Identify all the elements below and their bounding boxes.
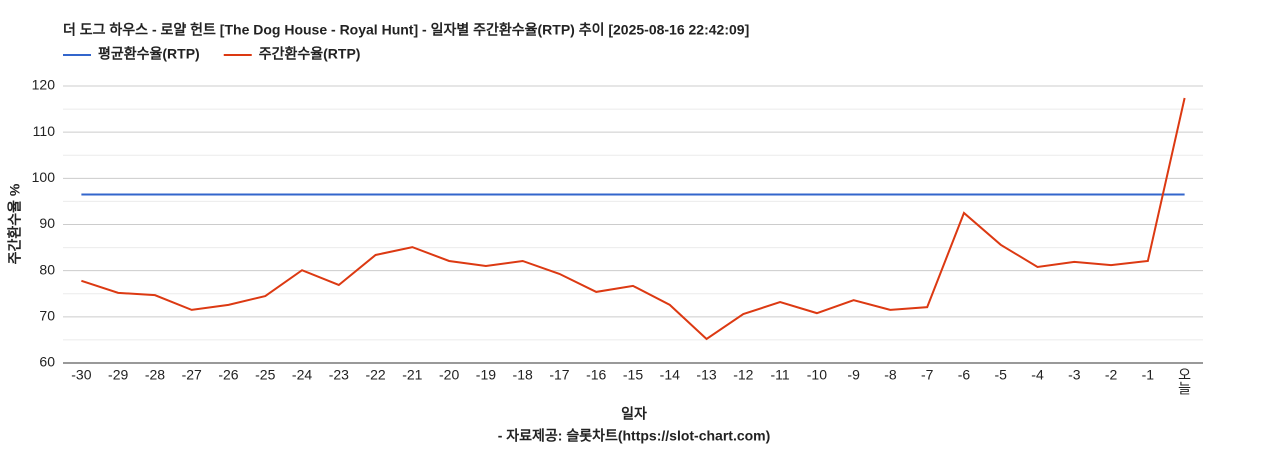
x-tick-label: -25 xyxy=(255,367,275,383)
x-tick-label: -17 xyxy=(549,367,569,383)
x-tick-label: -13 xyxy=(696,367,716,383)
legend-label: 주간환수율(RTP) xyxy=(259,46,361,62)
x-tick-label: -23 xyxy=(329,367,349,383)
legend-label: 평균환수율(RTP) xyxy=(98,46,200,62)
x-tick-label: -18 xyxy=(513,367,533,383)
source: - 자료제공: 슬롯차트(https://slot-chart.com) xyxy=(498,428,771,444)
y-tick-label: 70 xyxy=(39,308,55,324)
y-axis-label: 주간환수율 % xyxy=(7,183,23,264)
y-tick-label: 80 xyxy=(39,261,55,277)
x-tick-label: -28 xyxy=(145,367,165,383)
x-tick-label: 오늘 xyxy=(1177,367,1193,395)
x-tick-label: -12 xyxy=(733,367,753,383)
x-tick-label: -14 xyxy=(660,367,680,383)
line-series xyxy=(81,97,1186,341)
x-tick-label: -1 xyxy=(1142,367,1155,383)
x-tick-label: -9 xyxy=(847,367,860,383)
x-tick-label: -2 xyxy=(1105,367,1118,383)
x-tick-label: -4 xyxy=(1031,367,1044,383)
y-tick-label: 110 xyxy=(33,123,56,139)
x-tick-label: -29 xyxy=(108,367,128,383)
x-tick-label: -16 xyxy=(586,367,606,383)
x-tick-label: -30 xyxy=(71,367,91,383)
y-tick-label: 90 xyxy=(39,215,55,231)
x-tick-label: -8 xyxy=(884,367,897,383)
x-tick-label: -26 xyxy=(218,367,238,383)
x-tick-label: -7 xyxy=(921,367,934,383)
x-tick-label: -10 xyxy=(807,367,827,383)
x-axis-label: 일자 xyxy=(621,406,647,422)
x-tick-label: -24 xyxy=(292,367,312,383)
x-tick-label: -6 xyxy=(958,367,971,383)
x-tick-label: -11 xyxy=(770,367,789,383)
x-tick-label: -3 xyxy=(1068,367,1081,383)
x-tick-label: -27 xyxy=(182,367,202,383)
y-tick-label: 120 xyxy=(32,77,56,93)
x-tick-label: -21 xyxy=(402,367,422,383)
chart-title: 더 도그 하우스 - 로얄 헌트 [The Dog House - Royal … xyxy=(63,22,749,38)
y-tick-label: 60 xyxy=(39,354,55,370)
x-tick-label: -5 xyxy=(995,367,1008,383)
y-tick-label: 100 xyxy=(32,169,56,185)
x-tick-label: -22 xyxy=(365,367,385,383)
x-tick-label: -19 xyxy=(476,367,496,383)
x-tick-label: -15 xyxy=(623,367,643,383)
x-tick-label: -20 xyxy=(439,367,459,383)
